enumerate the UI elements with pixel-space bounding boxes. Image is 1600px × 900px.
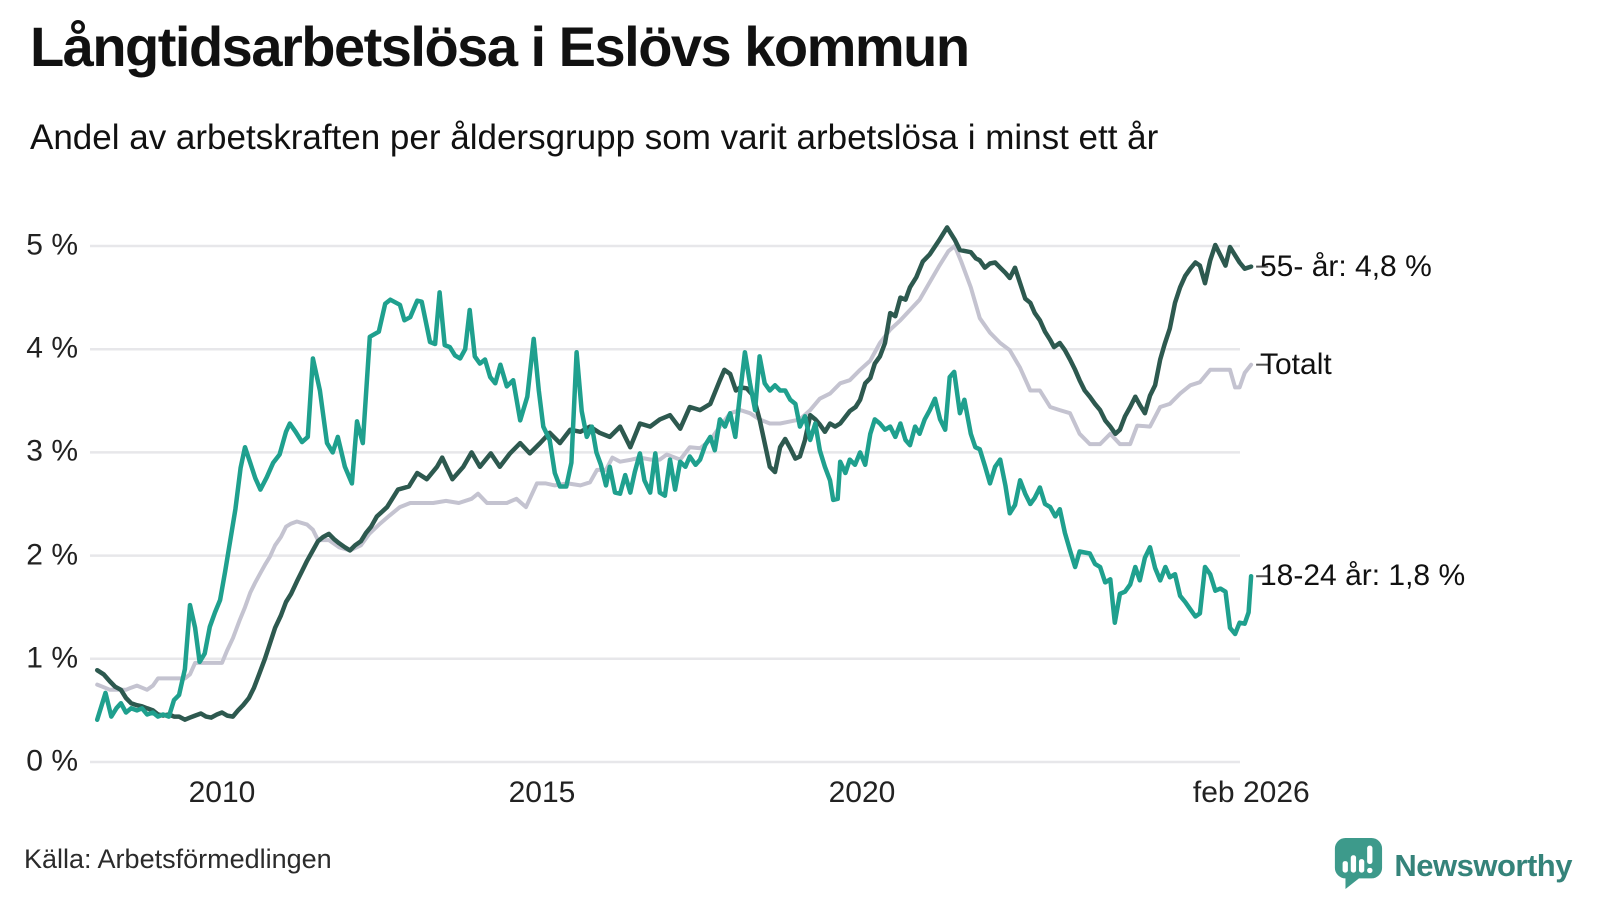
series-end-ticks [1256,265,1269,578]
y-tick-label: 5 % [26,228,78,262]
series-label-age55: 55- år: 4,8 % [1260,249,1432,283]
x-tick-label: feb 2026 [1192,776,1310,809]
y-tick-label: 3 % [26,434,78,468]
series-label-total: Totalt [1260,347,1332,381]
newsworthy-speech-bubble-bar-chart-icon [1332,836,1384,895]
series-lines [94,225,1254,722]
series-label-age18_24: 18-24 år: 1,8 % [1260,559,1466,593]
newsworthy-wordmark: Newsworthy [1394,847,1572,883]
y-tick-label: 0 % [26,744,78,778]
chart-subtitle: Andel av arbetskraften per åldersgrupp s… [30,118,1159,157]
chart-title: Långtidsarbetslösa i Eslövs kommun [30,15,970,78]
series-line-total [95,244,1254,692]
y-tick-label: 4 % [26,331,78,365]
series-line-age18_24 [94,290,1254,722]
x-tick-label: 2015 [508,776,576,809]
gridlines [90,244,1240,764]
y-tick-label: 1 % [26,641,78,675]
source-note: Källa: Arbetsförmedlingen [24,844,332,874]
newsworthy-brand: Newsworthy [1332,836,1572,895]
y-tick-label: 2 % [26,537,78,571]
x-tick-label: 2010 [188,776,256,809]
x-tick-label: 2020 [828,776,896,809]
